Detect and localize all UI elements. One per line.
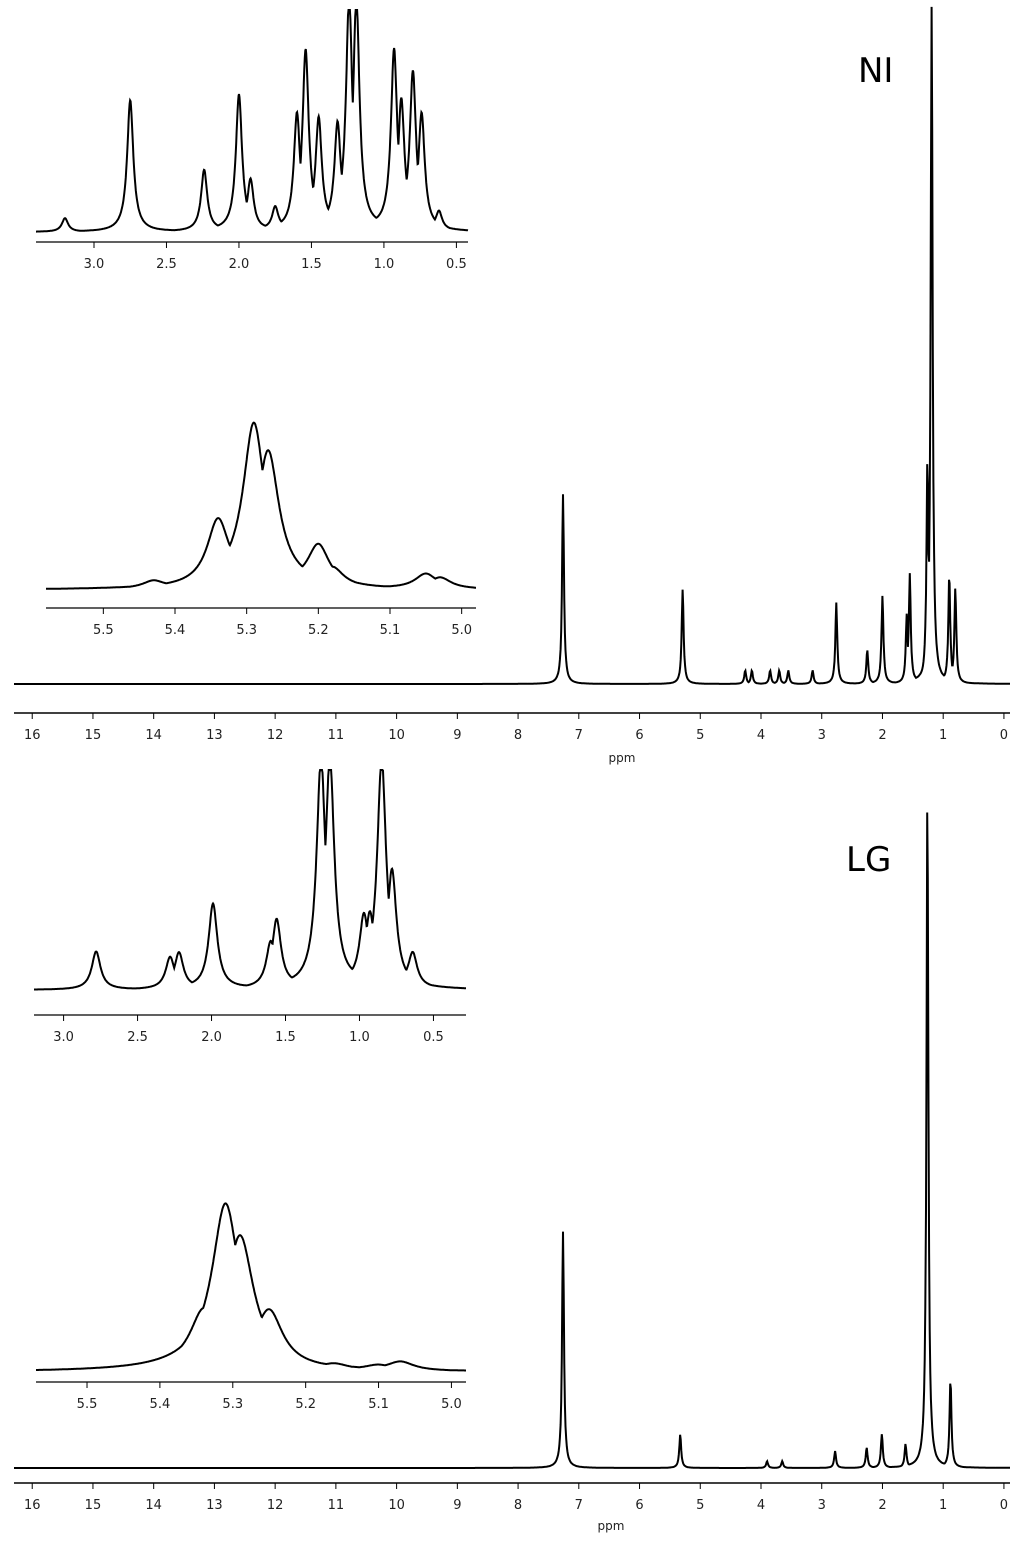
- inset-olefinic-lg-tick-label: 5.1: [368, 1397, 389, 1412]
- x-lg-tick-label: 2: [878, 1498, 886, 1513]
- x-lg-tick-label: 15: [85, 1498, 102, 1513]
- x-lg-tick-label: 10: [388, 1498, 405, 1513]
- inset-aliphatic-ni-tick-label: 0.5: [446, 257, 467, 272]
- x-axis-label-lg: ppm: [598, 1519, 625, 1533]
- x-lg-tick-label: 9: [453, 1498, 461, 1513]
- x-lg-tick-label: 1: [939, 1498, 947, 1513]
- x-ni-tick-label: 1: [939, 728, 947, 743]
- x-ni-tick-label: 9: [453, 728, 461, 743]
- inset-olefinic-lg-tick-label: 5.3: [222, 1397, 243, 1412]
- inset-aliphatic-ticks-ni: 3.0 2.5 2.0 1.5 1.0 0.5: [84, 242, 467, 272]
- inset-aliphatic-ni-tick-label: 2.5: [156, 257, 177, 272]
- inset-olefinic-lg-tick-label: 5.4: [150, 1397, 171, 1412]
- panel-label-lg: LG: [846, 840, 891, 880]
- inset-aliphatic-ni-tick-label: 1.0: [374, 257, 395, 272]
- inset-olefinic-ni-tick-label: 5.0: [451, 623, 472, 638]
- x-ni-tick-label: 13: [206, 728, 223, 743]
- inset-aliphatic-lg-tick-label: 1.0: [349, 1030, 370, 1045]
- x-lg-tick-label: 6: [635, 1498, 643, 1513]
- inset-aliphatic-spectrum-ni: [36, 9, 469, 233]
- x-ni-tick-label: 15: [85, 728, 102, 743]
- x-ni-tick-label: 3: [818, 728, 826, 743]
- inset-aliphatic-ticks-lg: 3.0 2.5 2.0 1.5 1.0 0.5: [53, 1015, 444, 1045]
- panel-lg: LG 16 15 14 13 12 11 10 9 8 7 6 5 4 3 2 1 0 ppm 3.0 2.5 2.…: [14, 769, 1010, 1533]
- x-lg-tick-label: 4: [757, 1498, 765, 1513]
- x-ni-tick-label: 7: [575, 728, 583, 743]
- x-ni-tick-label: 5: [696, 728, 704, 743]
- inset-aliphatic-lg: 3.0 2.5 2.0 1.5 1.0 0.5: [34, 769, 466, 1045]
- x-ni-tick-label: 14: [145, 728, 162, 743]
- x-lg-tick-label: 11: [328, 1498, 345, 1513]
- x-ni-tick-label: 6: [635, 728, 643, 743]
- inset-aliphatic-ni-tick-label: 1.5: [301, 257, 322, 272]
- inset-olefinic-lg: 5.5 5.4 5.3 5.2 5.1 5.0: [36, 1202, 466, 1412]
- inset-aliphatic-lg-tick-label: 0.5: [423, 1030, 444, 1045]
- main-spectrum-ni: [14, 6, 1010, 685]
- inset-aliphatic-lg-tick-label: 1.5: [275, 1030, 296, 1045]
- inset-olefinic-ni-tick-label: 5.4: [165, 623, 186, 638]
- inset-aliphatic-ni-tick-label: 2.0: [229, 257, 250, 272]
- x-lg-tick-label: 13: [206, 1498, 223, 1513]
- x-ni-tick-label: 4: [757, 728, 765, 743]
- x-ni-tick-label: 8: [514, 728, 522, 743]
- inset-olefinic-ni: 5.5 5.4 5.3 5.2 5.1 5.0: [46, 421, 476, 638]
- x-ni-tick-label: 16: [24, 728, 41, 743]
- inset-olefinic-lg-tick-label: 5.0: [441, 1397, 462, 1412]
- inset-olefinic-ni-tick-label: 5.2: [308, 623, 329, 638]
- x-ni-tick-label: 11: [328, 728, 345, 743]
- inset-aliphatic-lg-tick-label: 3.0: [53, 1030, 74, 1045]
- inset-olefinic-lg-tick-label: 5.2: [295, 1397, 316, 1412]
- inset-olefinic-ni-tick-label: 5.5: [93, 623, 114, 638]
- inset-olefinic-ticks-ni: 5.5 5.4 5.3 5.2 5.1 5.0: [93, 608, 472, 638]
- inset-olefinic-ni-tick-label: 5.1: [380, 623, 401, 638]
- x-ticks-lg: 16 15 14 13 12 11 10 9 8 7 6 5 4 3 2 1 0: [24, 1483, 1008, 1513]
- x-ni-tick-label: 10: [388, 728, 405, 743]
- x-lg-tick-label: 14: [145, 1498, 162, 1513]
- x-lg-tick-label: 5: [696, 1498, 704, 1513]
- main-spectrum-lg: [14, 812, 1010, 1469]
- inset-aliphatic-ni: 3.0 2.5 2.0 1.5 1.0 0.5: [36, 9, 469, 272]
- x-ticks-ni: 16 15 14 13 12 11 10 9 8 7 6 5 4 3 2 1 0: [24, 713, 1008, 743]
- inset-olefinic-ticks-lg: 5.5 5.4 5.3 5.2 5.1 5.0: [77, 1382, 462, 1412]
- inset-olefinic-lg-tick-label: 5.5: [77, 1397, 98, 1412]
- x-lg-tick-label: 7: [575, 1498, 583, 1513]
- x-lg-tick-label: 16: [24, 1498, 41, 1513]
- inset-olefinic-ni-tick-label: 5.3: [236, 623, 257, 638]
- inset-olefinic-spectrum-lg: [36, 1202, 466, 1372]
- inset-olefinic-spectrum-ni: [46, 421, 476, 590]
- x-ni-tick-label: 0: [1000, 728, 1008, 743]
- x-lg-tick-label: 0: [1000, 1498, 1008, 1513]
- inset-aliphatic-lg-tick-label: 2.5: [127, 1030, 148, 1045]
- x-lg-tick-label: 3: [818, 1498, 826, 1513]
- x-lg-tick-label: 12: [267, 1498, 284, 1513]
- inset-aliphatic-spectrum-lg: [34, 769, 466, 991]
- inset-aliphatic-lg-tick-label: 2.0: [201, 1030, 222, 1045]
- inset-aliphatic-ni-tick-label: 3.0: [84, 257, 105, 272]
- x-ni-tick-label: 12: [267, 728, 284, 743]
- x-lg-tick-label: 8: [514, 1498, 522, 1513]
- x-ni-tick-label: 2: [878, 728, 886, 743]
- panel-label-ni: NI: [858, 51, 893, 91]
- panel-ni: NI 16 15 14 13 12 11 10 9 8 7 6 5 4 3 2 1 0 ppm 3.0 2.5 2.…: [14, 6, 1010, 765]
- x-axis-label-ni: ppm: [609, 751, 636, 765]
